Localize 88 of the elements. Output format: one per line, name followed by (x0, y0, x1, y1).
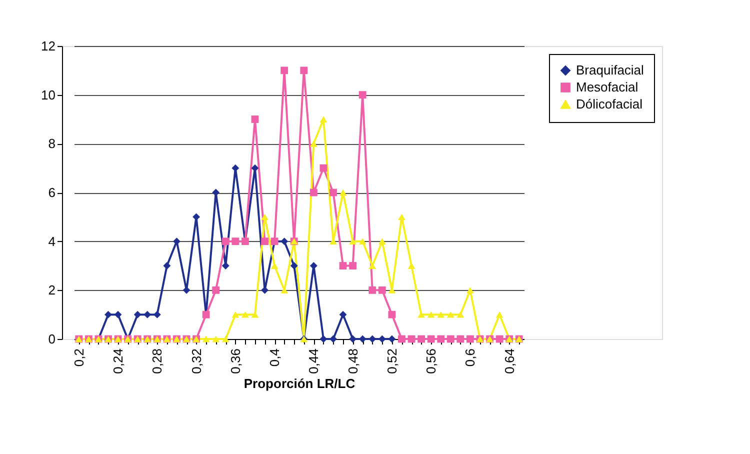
point (232, 311, 240, 318)
point (446, 311, 454, 318)
point (212, 286, 220, 294)
x-tick-label: 0,24 (110, 348, 126, 374)
point (330, 188, 337, 196)
point (251, 311, 259, 318)
point (280, 66, 288, 74)
point (134, 310, 142, 318)
point (339, 262, 347, 270)
point (320, 335, 328, 343)
point (427, 311, 435, 318)
point (496, 335, 504, 343)
y-tick-label: 2 (48, 282, 56, 298)
legend-label: Braquifacial (576, 62, 644, 78)
point (378, 286, 386, 294)
point (349, 262, 357, 270)
x-tick-label: 0,6 (462, 348, 478, 367)
x-tick-label: 0,4 (267, 348, 282, 367)
point (368, 262, 376, 269)
point (320, 116, 328, 122)
legend-label: Mesofacial (576, 80, 638, 94)
x-tick-label: 0,32 (188, 348, 204, 374)
point (398, 335, 406, 343)
point (496, 311, 504, 318)
x-tick-label: 0,64 (502, 348, 517, 374)
point (310, 188, 318, 196)
point (358, 238, 366, 245)
point (358, 91, 366, 99)
y-tick-label: 6 (48, 185, 56, 200)
point (270, 262, 278, 269)
point (261, 238, 268, 246)
point (349, 238, 357, 245)
point (290, 262, 298, 270)
point (339, 189, 347, 196)
point (104, 310, 112, 318)
x-tick-label: 0,28 (150, 348, 165, 374)
y-tick-label: 8 (48, 136, 56, 152)
point (251, 116, 259, 123)
point (222, 262, 230, 270)
point (398, 214, 406, 220)
point (437, 311, 445, 318)
point (261, 214, 268, 220)
x-axis-title: Proporción LR/LC (244, 376, 356, 391)
point (446, 335, 454, 343)
y-tick-label: 10 (41, 87, 56, 102)
point (114, 310, 122, 318)
point (300, 66, 308, 74)
point (212, 336, 220, 342)
point (222, 336, 230, 342)
point (437, 335, 445, 343)
point (320, 164, 328, 172)
point (339, 310, 347, 318)
point (153, 310, 161, 318)
point (163, 262, 171, 270)
point (456, 335, 464, 343)
point (418, 335, 425, 343)
point (144, 310, 152, 318)
point (427, 335, 435, 343)
point (241, 311, 249, 318)
x-tick-label: 0,44 (306, 348, 322, 374)
x-tick-label: 0,52 (384, 348, 400, 374)
point (202, 336, 210, 342)
point (466, 286, 474, 294)
point (232, 164, 240, 172)
point (280, 238, 288, 246)
point (232, 238, 240, 246)
x-tick-label: 0,48 (345, 348, 360, 374)
legend-label: Dólicofacial (576, 96, 643, 112)
y-tick-label: 4 (48, 234, 56, 249)
y-tick-label: 12 (41, 38, 56, 54)
point (310, 262, 318, 270)
point (418, 311, 425, 318)
point (358, 335, 366, 343)
x-tick-label: 0,2 (71, 348, 86, 367)
point (456, 311, 464, 318)
point (388, 310, 396, 318)
x-tick-label: 0,56 (424, 348, 439, 374)
point (368, 286, 376, 294)
x-tick-label: 0,36 (228, 348, 243, 374)
point (388, 335, 396, 343)
y-tick-label: 0 (48, 332, 56, 346)
point (466, 335, 474, 343)
point (310, 140, 318, 147)
point (251, 164, 259, 172)
point (222, 238, 230, 246)
point (408, 262, 416, 269)
point (212, 188, 220, 196)
point (378, 238, 386, 245)
